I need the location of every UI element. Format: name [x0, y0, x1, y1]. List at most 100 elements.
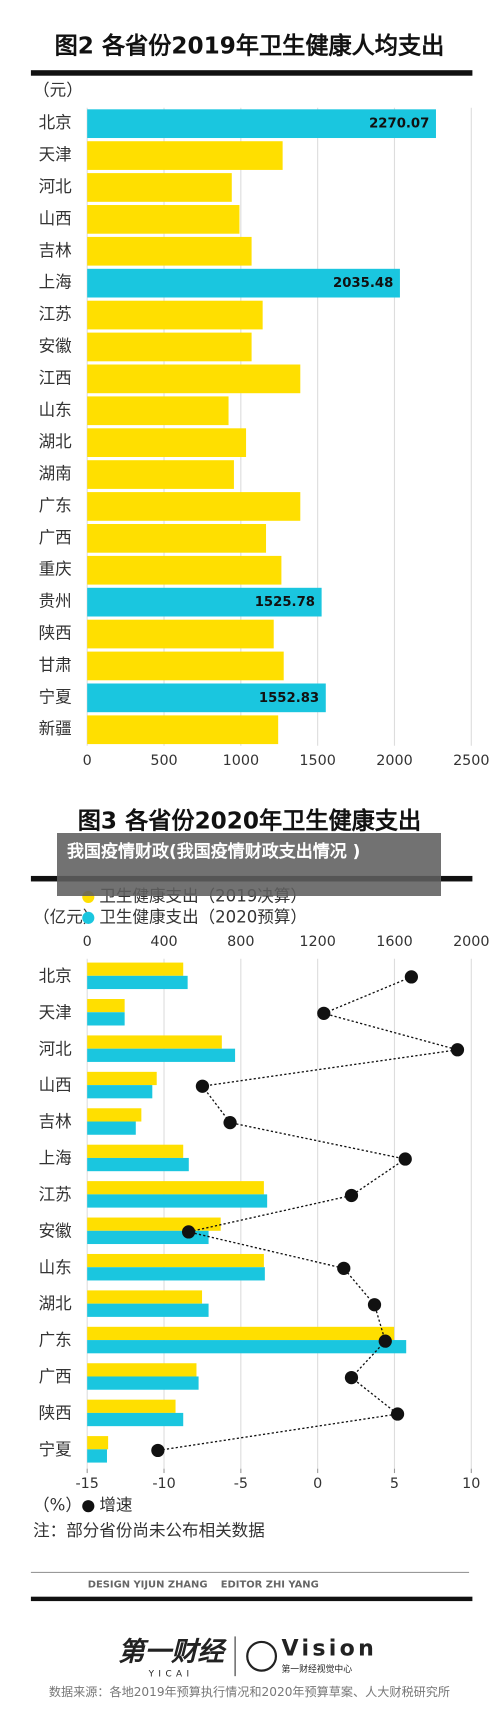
bar — [87, 1194, 268, 1208]
y-tick-label: 北京 — [39, 966, 72, 985]
logo: 第一财经视觉中心 — [281, 1663, 352, 1675]
y-tick-label: 江苏 — [39, 1185, 72, 1204]
growth-dot — [181, 1225, 196, 1239]
bar — [87, 619, 274, 649]
y-tick-label: 吉林 — [39, 1112, 73, 1131]
bar — [87, 1144, 184, 1158]
bar — [87, 1012, 125, 1026]
x-tick-label: 1200 — [299, 934, 335, 950]
bar — [87, 1230, 209, 1245]
bar — [87, 364, 301, 394]
bar — [87, 1267, 265, 1281]
bar — [87, 1048, 236, 1062]
bar — [87, 396, 229, 426]
chart-title: 图2 各省份2019年卫生健康人均支出 — [55, 33, 445, 60]
y-tick-label: 湖北 — [39, 432, 73, 451]
growth-dot — [337, 1261, 351, 1275]
y-tick-label: 山西 — [39, 1076, 72, 1095]
y-tick-label: 广西 — [39, 1367, 72, 1386]
bar — [87, 1376, 199, 1390]
bar — [87, 109, 436, 139]
bar — [87, 1108, 142, 1122]
growth-dot — [390, 1407, 405, 1421]
bar — [87, 1399, 176, 1413]
chart-title: 图3 各省份2020年卫生健康支出 — [78, 807, 421, 834]
bar — [87, 1121, 136, 1135]
x-tick-label: 400 — [150, 934, 177, 950]
bar — [87, 1253, 264, 1268]
logo: 第一财经 — [118, 1636, 227, 1667]
bar — [87, 141, 283, 170]
x-tick-label: 2000 — [376, 753, 412, 769]
source: 数据来源：各地2019年预算执行情况和2020年预算草案、人大财税研究所 — [49, 1684, 450, 1699]
bar — [87, 1449, 107, 1463]
growth-dot — [404, 970, 419, 984]
logo-mark — [246, 1640, 278, 1672]
y-tick-label: 吉林 — [39, 241, 73, 260]
y-tick-label: 江西 — [39, 368, 72, 387]
bar — [87, 999, 125, 1013]
x2-tick-label: 10 — [462, 1476, 480, 1492]
legend-label: 增速 — [99, 1496, 132, 1515]
y-tick-label: 广东 — [39, 1331, 72, 1350]
x2-tick-label: -15 — [75, 1476, 98, 1492]
bar — [87, 962, 184, 976]
growth-dot — [367, 1298, 382, 1312]
bar — [87, 715, 279, 745]
bar — [87, 975, 188, 990]
x-tick-label: 1500 — [299, 753, 335, 769]
legend-swatch — [82, 911, 95, 924]
growth-dot — [398, 1152, 412, 1166]
bar — [87, 492, 301, 521]
x-tick-label: 1600 — [376, 934, 412, 950]
y-tick-label: 宁夏 — [39, 1440, 73, 1459]
y-tick-label: 上海 — [39, 273, 72, 292]
y-tick-label: 甘肃 — [39, 655, 72, 674]
y-tick-label: 河北 — [39, 177, 73, 196]
bar — [87, 1181, 264, 1195]
y-tick-label: 北京 — [39, 113, 72, 132]
bar — [87, 428, 247, 458]
bar — [87, 1340, 407, 1354]
growth-dot — [151, 1443, 165, 1458]
y-tick-label: 湖南 — [39, 464, 72, 483]
bar — [87, 236, 252, 266]
legend-swatch — [82, 1500, 95, 1513]
y-tick-label: 天津 — [39, 1003, 72, 1022]
bar — [87, 1157, 189, 1172]
bar — [87, 268, 400, 298]
bar — [87, 300, 263, 330]
growth-dot — [450, 1043, 465, 1057]
bar — [87, 173, 232, 202]
x2-tick-label: -5 — [234, 1476, 248, 1492]
bar — [87, 332, 252, 362]
bar — [87, 1412, 184, 1427]
bar — [87, 587, 322, 617]
y-tick-label: 广西 — [39, 528, 72, 547]
y-tick-label: 广东 — [39, 496, 72, 515]
x-tick-label: 500 — [150, 753, 177, 769]
bar — [87, 1290, 203, 1304]
x-tick-label: 0 — [83, 753, 92, 769]
y-tick-label: 宁夏 — [39, 687, 73, 706]
y-tick-label: 安徽 — [39, 1221, 73, 1240]
y-tick-label: 山东 — [39, 400, 72, 419]
bar — [87, 1217, 221, 1231]
value-label: 1552.83 — [259, 691, 319, 706]
growth-dot — [195, 1079, 210, 1093]
note: 注：部分省份尚未公布相关数据 — [33, 1521, 265, 1540]
bar — [87, 205, 240, 234]
y-tick-label: 河北 — [39, 1039, 73, 1058]
y-tick-label: 安徽 — [39, 336, 73, 355]
y-tick-label: 天津 — [39, 145, 72, 164]
bar — [87, 1303, 209, 1317]
credit: DESIGN YIJUN ZHANG — [88, 1580, 208, 1591]
bar — [87, 683, 326, 713]
growth-dot — [344, 1370, 359, 1385]
x-tick-label: 2500 — [453, 753, 489, 769]
unit: （元） — [33, 81, 83, 100]
bar — [87, 1363, 197, 1377]
y-tick-label: 江苏 — [39, 305, 72, 324]
overlay-caption: 我国疫情财政(我国疫情财政支出情况 ) — [57, 833, 441, 896]
